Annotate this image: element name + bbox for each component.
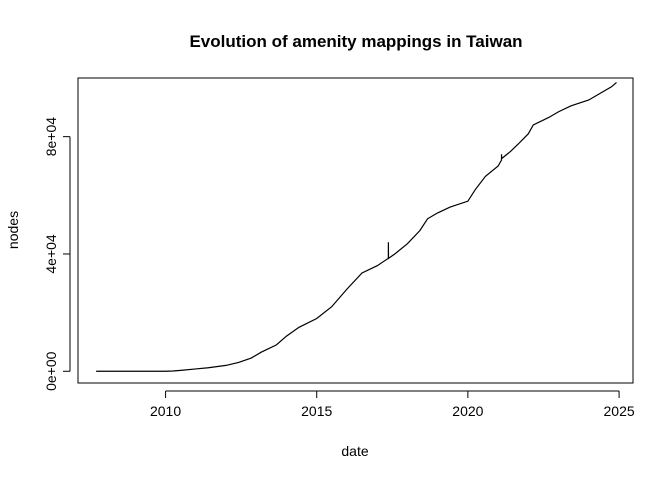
x-tick-label: 2010	[150, 403, 181, 419]
x-axis-label: date	[341, 443, 368, 459]
x-tick-label: 2020	[452, 403, 483, 419]
series-line	[96, 81, 617, 372]
chart-title: Evolution of amenity mappings in Taiwan	[189, 32, 522, 51]
y-tick-label: 8e+04	[43, 117, 59, 157]
x-axis: 2010 2015 2020 2025	[150, 390, 635, 419]
y-axis-label: nodes	[5, 211, 21, 249]
y-tick-label: 4e+04	[43, 234, 59, 274]
y-tick-label: 0e+00	[43, 351, 59, 391]
x-tick-label: 2025	[604, 403, 635, 419]
plot-frame	[77, 77, 634, 384]
y-axis: 0e+00 4e+04 8e+04	[43, 117, 71, 391]
x-tick-label: 2015	[301, 403, 332, 419]
